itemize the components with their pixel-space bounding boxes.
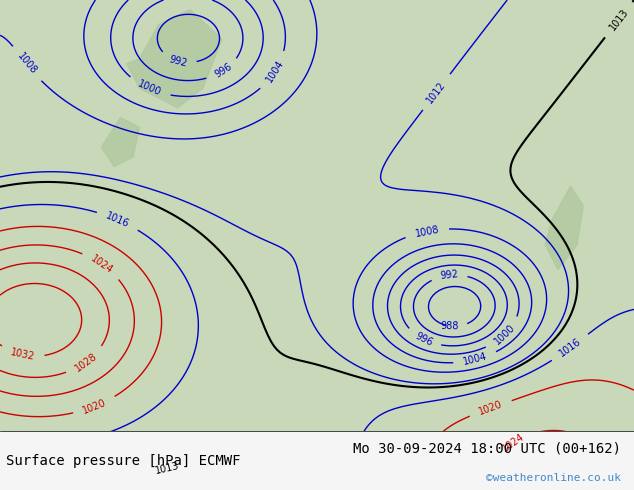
Text: 988: 988: [440, 321, 458, 331]
Polygon shape: [101, 118, 139, 167]
Text: 1020: 1020: [477, 399, 504, 417]
Bar: [0, 0, 634, 431]
Bar: [0, 431, 634, 490]
Text: 1024: 1024: [89, 253, 115, 276]
Polygon shape: [127, 10, 222, 108]
Polygon shape: [545, 186, 583, 270]
Text: 1008: 1008: [15, 51, 38, 76]
Text: 1004: 1004: [462, 352, 488, 368]
Text: 1020: 1020: [81, 397, 108, 416]
Text: 996: 996: [413, 331, 434, 348]
Text: 1016: 1016: [105, 211, 131, 229]
Text: 1008: 1008: [414, 224, 440, 239]
Text: ©weatheronline.co.uk: ©weatheronline.co.uk: [486, 473, 621, 483]
Text: 1012: 1012: [425, 79, 448, 105]
Text: 1028: 1028: [73, 351, 99, 373]
Text: Mo 30-09-2024 18:00 UTC (00+162): Mo 30-09-2024 18:00 UTC (00+162): [353, 442, 621, 456]
Text: 992: 992: [168, 54, 189, 68]
Text: 1024: 1024: [500, 431, 526, 454]
Text: 1016: 1016: [557, 337, 583, 359]
Text: 1004: 1004: [264, 58, 286, 84]
Text: 1000: 1000: [492, 323, 517, 347]
Text: 1032: 1032: [10, 347, 36, 363]
Text: 996: 996: [212, 62, 233, 80]
Bar: [0, 0, 634, 431]
Text: 1013: 1013: [153, 460, 180, 475]
Text: 1000: 1000: [136, 79, 162, 98]
Text: Surface pressure [hPa] ECMWF: Surface pressure [hPa] ECMWF: [6, 454, 241, 467]
Text: 1013: 1013: [607, 7, 630, 32]
Text: 992: 992: [439, 270, 459, 281]
